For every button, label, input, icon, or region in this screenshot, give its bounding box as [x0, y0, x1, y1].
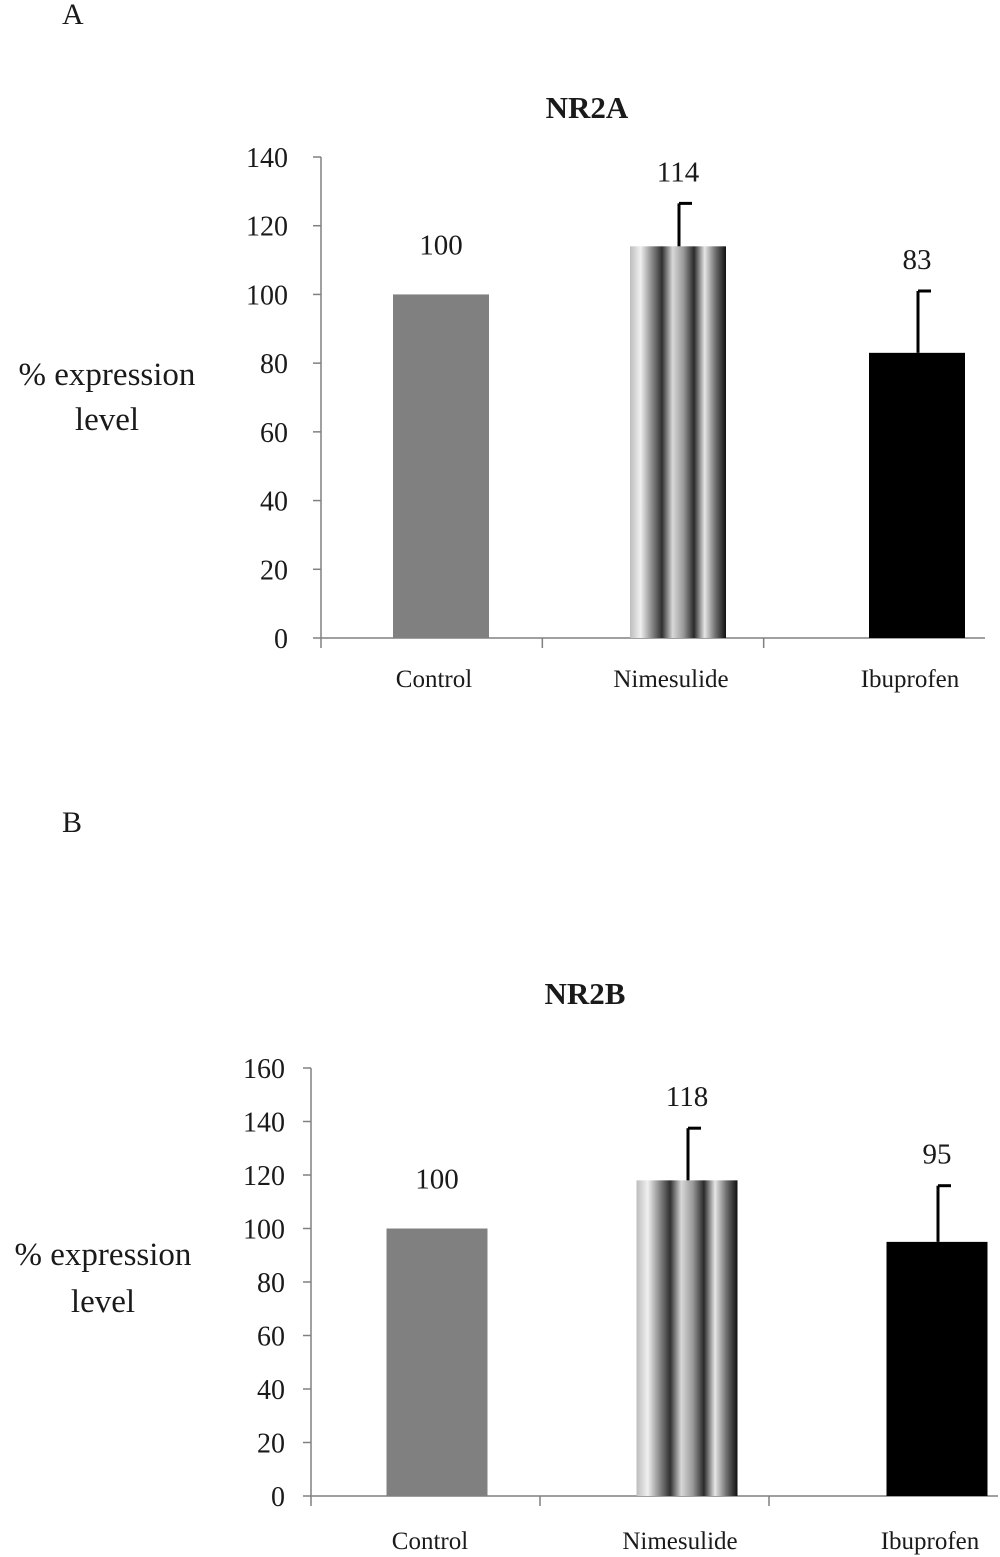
- y-tick-label: 40: [257, 1375, 285, 1406]
- y-tick-label: 80: [257, 1268, 285, 1299]
- bar-ibuprofen: [886, 1241, 988, 1496]
- data-label: 100: [419, 229, 463, 261]
- y-tick-label: 140: [246, 143, 288, 174]
- y-tick-label: 120: [243, 1161, 285, 1192]
- y-tick-label: 120: [246, 212, 288, 243]
- x-category-label: Control: [396, 666, 472, 693]
- x-category-label: Ibuprofen: [861, 666, 960, 693]
- y-tick-label: 60: [257, 1322, 285, 1353]
- y-tick-label: 140: [243, 1108, 285, 1139]
- data-label: 100: [415, 1164, 459, 1196]
- data-label: 83: [903, 244, 932, 276]
- y-tick-label: 160: [243, 1054, 285, 1085]
- bar-nimesulide: [630, 246, 726, 639]
- data-label: 114: [657, 156, 700, 188]
- y-tick-label: 0: [274, 624, 288, 655]
- bar-control: [386, 1228, 488, 1496]
- data-label: 95: [923, 1139, 952, 1171]
- y-tick-label: 60: [260, 418, 288, 449]
- y-tick-label: 80: [260, 349, 288, 380]
- bar-ibuprofen: [869, 352, 965, 638]
- panel-label: B: [62, 806, 82, 839]
- bar-control: [393, 294, 489, 638]
- data-label: 118: [666, 1081, 708, 1113]
- chart-title: NR2A: [546, 90, 629, 125]
- x-category-label: Control: [392, 1528, 468, 1555]
- chart-title: NR2B: [545, 976, 626, 1011]
- panel-a: A NR2A % expression level 0 20 40 60 80 100 12…: [19, 0, 985, 693]
- y-axis-label-line-1: % expression: [19, 357, 196, 393]
- plot-area: 0 20 40 60 80 100 120 140 160 100 Control 118 Nimesu…: [243, 1054, 998, 1555]
- bar-nimesulide: [636, 1180, 738, 1496]
- x-category-label: Nimesulide: [613, 666, 728, 693]
- y-axis-label-line-2: level: [71, 1284, 135, 1320]
- y-tick-label: 100: [243, 1215, 285, 1246]
- panel-label: A: [62, 0, 84, 31]
- y-tick-label: 0: [271, 1482, 285, 1513]
- y-tick-label: 20: [257, 1429, 285, 1460]
- x-category-label: Ibuprofen: [881, 1528, 980, 1555]
- panel-b: B NR2B % expression level 0 20 40 60 80 100 12…: [15, 806, 998, 1555]
- y-axis-label-line-2: level: [75, 402, 139, 438]
- y-axis-label-line-1: % expression: [15, 1237, 192, 1273]
- y-tick-label: 100: [246, 280, 288, 311]
- x-category-label: Nimesulide: [622, 1528, 737, 1555]
- y-tick-label: 40: [260, 487, 288, 518]
- y-tick-label: 20: [260, 555, 288, 586]
- plot-area: 0 20 40 60 80 100 120 140 100 Control 114 Nimesulid…: [246, 143, 985, 693]
